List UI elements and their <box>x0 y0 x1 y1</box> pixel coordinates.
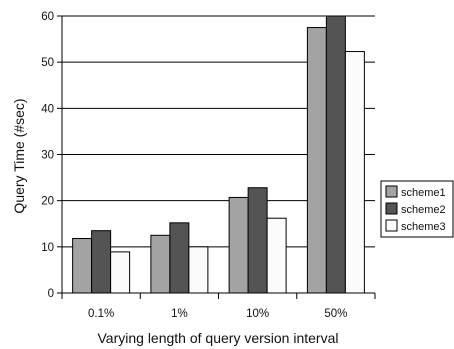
y-tick-label: 10 <box>41 242 54 254</box>
bar-scheme1-50% <box>306 27 327 294</box>
x-tick-label: 1% <box>171 308 188 320</box>
y-tick-label: 20 <box>41 196 54 208</box>
bar-scheme3-1% <box>188 246 209 294</box>
x-tick-label: 50% <box>324 308 347 320</box>
x-axis-label: Varying length of query version interval <box>98 330 339 346</box>
bar-scheme2-10% <box>247 187 268 294</box>
bar-scheme3-50% <box>344 51 365 294</box>
y-tick-label: 40 <box>41 103 54 115</box>
bar-scheme3-0.1% <box>110 251 131 294</box>
legend-swatch-scheme1 <box>385 185 398 198</box>
legend-label-scheme2: scheme2 <box>401 204 446 216</box>
legend-label-scheme3: scheme3 <box>401 221 446 233</box>
y-tick-label: 60 <box>41 11 54 23</box>
bar-scheme1-10% <box>228 196 249 294</box>
bar-scheme2-50% <box>325 15 346 294</box>
x-tick-labels: 0.1% 1% 10% 50% <box>88 308 347 320</box>
y-tick-label: 50 <box>41 57 54 69</box>
bar-scheme1-0.1% <box>72 238 93 294</box>
x-tick-label: 0.1% <box>88 308 114 320</box>
legend-swatch-scheme2 <box>385 202 398 215</box>
bar-scheme3-10% <box>266 217 287 294</box>
axes <box>57 15 376 299</box>
legend: scheme1 scheme2 scheme3 <box>380 180 454 238</box>
y-tick-label: 30 <box>41 150 54 162</box>
legend-label-scheme1: scheme1 <box>401 187 446 199</box>
y-tick-label: 0 <box>48 288 54 300</box>
y-axis-label: Query Time (#sec) <box>11 98 27 213</box>
bar-scheme2-1% <box>169 222 190 294</box>
bar-scheme2-0.1% <box>91 230 112 294</box>
legend-swatch-scheme3 <box>385 219 398 232</box>
bar-scheme1-1% <box>150 234 171 294</box>
y-tick-labels: 0 10 20 30 40 50 60 <box>41 11 54 300</box>
x-tick-label: 10% <box>246 308 269 320</box>
